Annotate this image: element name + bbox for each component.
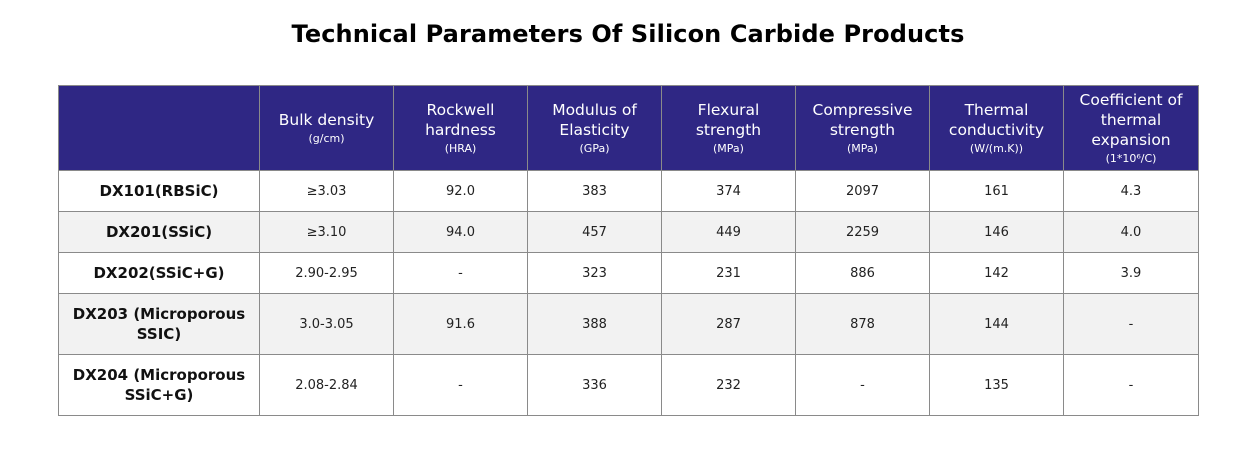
product-name-cell: DX203 (Microporous SSIC) (58, 293, 260, 355)
table-cell: 3.0-3.05 (259, 293, 394, 355)
header-label: Coefficient of thermal expansion (1079, 90, 1183, 149)
table-row: DX101(RBSiC) ≥3.03 92.0 383 374 2097 161… (58, 170, 1199, 212)
header-modulus-of-elasticity: Modulus of Elasticity (GPa) (527, 85, 662, 171)
table-cell: - (795, 354, 930, 416)
table-cell: 2097 (795, 170, 930, 212)
product-name-cell: DX101(RBSiC) (58, 170, 260, 212)
header-compressive-strength: Compressive strength (MPa) (795, 85, 930, 171)
table-cell: 388 (527, 293, 662, 355)
table-cell: 3.9 (1063, 252, 1199, 294)
page-title: Technical Parameters Of Silicon Carbide … (291, 20, 965, 48)
header-unit: (MPa) (847, 141, 878, 155)
product-name-cell: DX202(SSiC+G) (58, 252, 260, 294)
table-cell: 92.0 (393, 170, 528, 212)
table-cell: 232 (661, 354, 796, 416)
table-cell: - (393, 354, 528, 416)
header-thermal-conductivity: Thermal conductivity (W/(m.K)) (929, 85, 1064, 171)
table-cell: 323 (527, 252, 662, 294)
header-label: Flexural strength (695, 100, 762, 139)
header-thermal-expansion: Coefficient of thermal expansion (1*10⁶/… (1063, 85, 1199, 171)
table-cell: - (393, 252, 528, 294)
product-name-cell: DX201(SSiC) (58, 211, 260, 253)
header-unit: (g/cm) (308, 131, 345, 145)
table-cell: 374 (661, 170, 796, 212)
table-row: DX201(SSiC) ≥3.10 94.0 457 449 2259 146 … (58, 211, 1199, 253)
table-cell: 457 (527, 211, 662, 253)
header-flexural-strength: Flexural strength (MPa) (661, 85, 796, 171)
header-unit: (MPa) (713, 141, 744, 155)
table-row: DX204 (Microporous SSiC+G) 2.08-2.84 - 3… (58, 354, 1199, 416)
table-cell: 2259 (795, 211, 930, 253)
header-label: Modulus of Elasticity (552, 100, 637, 139)
header-bulk-density: Bulk density (g/cm) (259, 85, 394, 171)
table-cell: - (1063, 354, 1199, 416)
header-unit: (HRA) (444, 141, 477, 155)
header-label: Bulk density (278, 110, 375, 129)
table-cell: 144 (929, 293, 1064, 355)
table-cell: 135 (929, 354, 1064, 416)
table-header-row: Bulk density (g/cm) Rockwell hardness (H… (58, 85, 1199, 171)
table-cell: ≥3.10 (259, 211, 394, 253)
table-cell: 4.3 (1063, 170, 1199, 212)
table-cell: 287 (661, 293, 796, 355)
table-cell: 449 (661, 211, 796, 253)
table-cell: 231 (661, 252, 796, 294)
header-unit: (W/(m.K)) (969, 141, 1024, 155)
table-cell: 878 (795, 293, 930, 355)
table-cell: ≥3.03 (259, 170, 394, 212)
table-cell: 336 (527, 354, 662, 416)
table-cell: 2.90-2.95 (259, 252, 394, 294)
parameters-table: Bulk density (g/cm) Rockwell hardness (H… (58, 85, 1199, 416)
table-row: DX202(SSiC+G) 2.90-2.95 - 323 231 886 14… (58, 252, 1199, 294)
header-label: Rockwell hardness (425, 100, 496, 139)
header-corner-cell (58, 85, 260, 171)
table-cell: 886 (795, 252, 930, 294)
table-cell: 94.0 (393, 211, 528, 253)
header-rockwell-hardness: Rockwell hardness (HRA) (393, 85, 528, 171)
header-label: Thermal conductivity (948, 100, 1045, 139)
header-unit: (1*10⁶/C) (1105, 151, 1157, 165)
table-cell: 146 (929, 211, 1064, 253)
table-row: DX203 (Microporous SSIC) 3.0-3.05 91.6 3… (58, 293, 1199, 355)
table-cell: 91.6 (393, 293, 528, 355)
header-label: Compressive strength (812, 100, 913, 139)
table-cell: 4.0 (1063, 211, 1199, 253)
table-cell: 383 (527, 170, 662, 212)
table-cell: 142 (929, 252, 1064, 294)
product-name-cell: DX204 (Microporous SSiC+G) (58, 354, 260, 416)
header-unit: (GPa) (579, 141, 610, 155)
table-cell: 2.08-2.84 (259, 354, 394, 416)
table-cell: - (1063, 293, 1199, 355)
table-cell: 161 (929, 170, 1064, 212)
